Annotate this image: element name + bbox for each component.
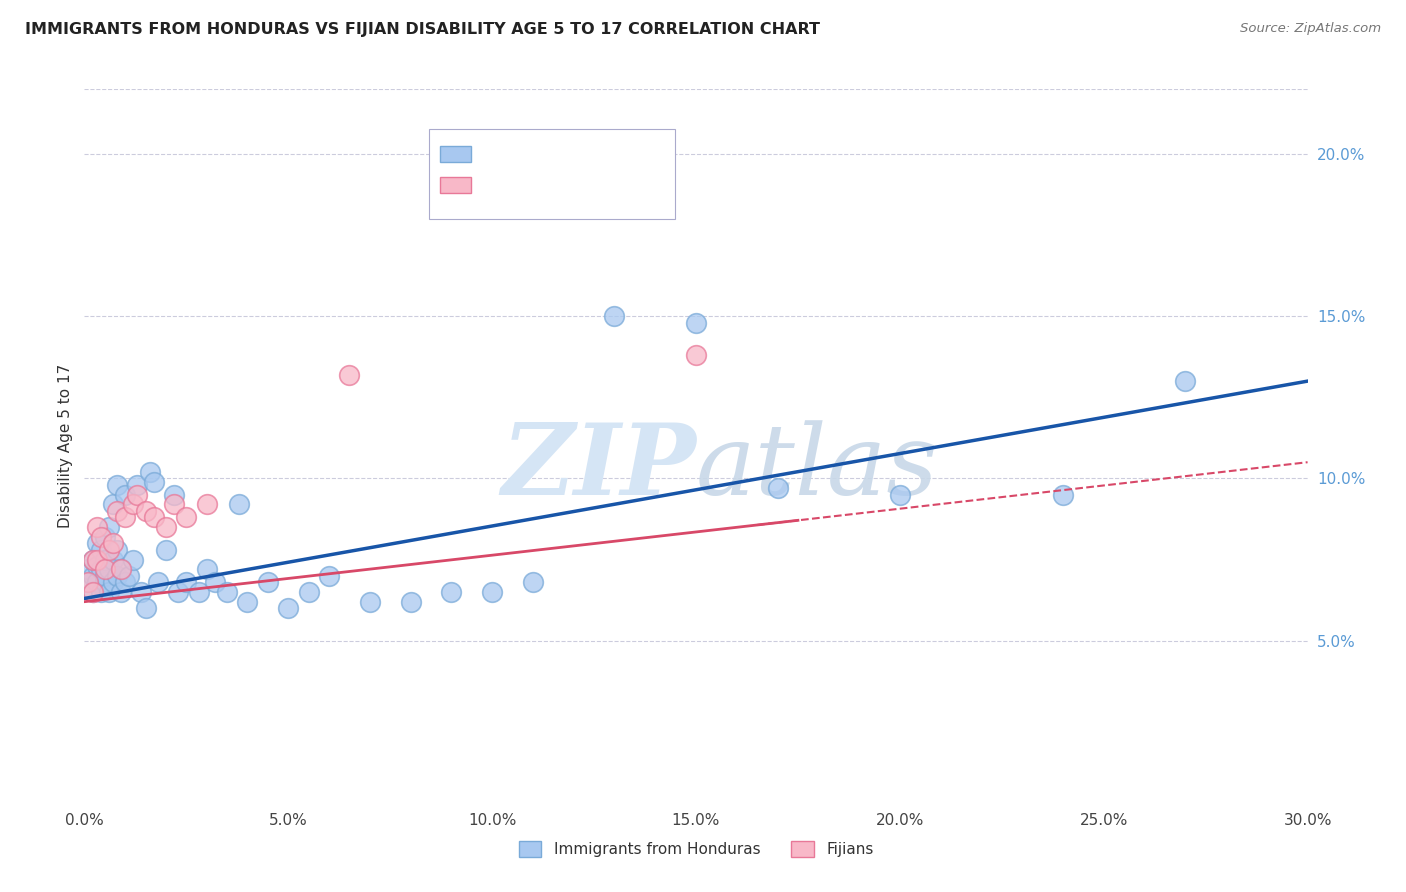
Point [86,520,108,534]
Point [97,520,120,534]
Point [135,601,157,615]
Point [77,575,100,590]
Point [127,488,149,502]
Text: IMMIGRANTS FROM HONDURAS VS FIJIAN DISABILITY AGE 5 TO 17 CORRELATION CHART: IMMIGRANTS FROM HONDURAS VS FIJIAN DISAB… [25,22,820,37]
Point [1052,488,1074,502]
Point [277,601,299,615]
Point [77,562,100,576]
Point [105,478,128,492]
Point [187,585,209,599]
Point [359,595,381,609]
Point [114,488,136,502]
Point [167,585,190,599]
Point [174,575,197,590]
Point [135,504,157,518]
Point [93,562,115,576]
Point [110,562,132,576]
Point [440,585,463,599]
Point [257,575,280,590]
Point [93,530,115,544]
Point [127,478,149,492]
Point [155,542,177,557]
Point [339,368,361,382]
Point [142,510,165,524]
Point [90,530,112,544]
Y-axis label: Disability Age 5 to 17: Disability Age 5 to 17 [58,364,73,528]
Point [82,552,104,566]
Point [142,475,165,489]
Point [93,552,115,566]
Legend: Immigrants from Honduras, Fijians: Immigrants from Honduras, Fijians [512,835,880,863]
Point [82,585,104,599]
Point [228,497,250,511]
Text: Source: ZipAtlas.com: Source: ZipAtlas.com [1240,22,1381,36]
Point [122,497,145,511]
Point [105,542,128,557]
Point [90,542,112,557]
Point [131,585,153,599]
Text: N =: N = [574,147,617,161]
Point [97,542,120,557]
Point [481,585,503,599]
Text: ZIP: ZIP [501,419,696,516]
Point [90,562,112,576]
Point [522,575,544,590]
Point [114,575,136,590]
Point [236,595,259,609]
Point [399,595,422,609]
Point [204,575,226,590]
Point [86,559,108,574]
Point [93,575,115,590]
Point [77,575,100,590]
Point [195,497,218,511]
Point [101,497,124,511]
Point [114,510,136,524]
Point [86,552,108,566]
Point [86,536,108,550]
Point [90,585,112,599]
Point [101,552,124,566]
Point [105,568,128,582]
Text: 0.324: 0.324 [519,178,567,192]
Point [1174,374,1197,388]
Point [82,568,104,582]
Text: 22: 22 [620,178,641,192]
Point [195,562,218,576]
Text: R =: R = [479,178,513,192]
Point [97,585,120,599]
Point [174,510,197,524]
Text: 0.391: 0.391 [519,147,567,161]
Point [685,348,707,362]
Point [318,568,340,582]
Point [155,520,177,534]
Point [93,568,115,582]
Point [685,316,707,330]
Point [110,585,132,599]
Point [82,552,104,566]
Point [101,536,124,550]
Point [97,562,120,576]
Point [82,585,104,599]
Point [122,552,145,566]
Text: R =: R = [479,147,513,161]
Point [138,465,160,479]
Point [86,575,108,590]
Point [889,488,911,502]
Point [603,310,626,324]
Point [163,488,186,502]
Point [110,562,132,576]
Text: N =: N = [574,178,617,192]
Point [105,504,128,518]
Point [298,585,321,599]
Point [101,575,124,590]
Point [766,481,789,495]
Point [118,568,141,582]
Text: 61: 61 [620,147,641,161]
Point [146,575,169,590]
Point [163,497,186,511]
Text: atlas: atlas [696,420,939,515]
Point [217,585,239,599]
